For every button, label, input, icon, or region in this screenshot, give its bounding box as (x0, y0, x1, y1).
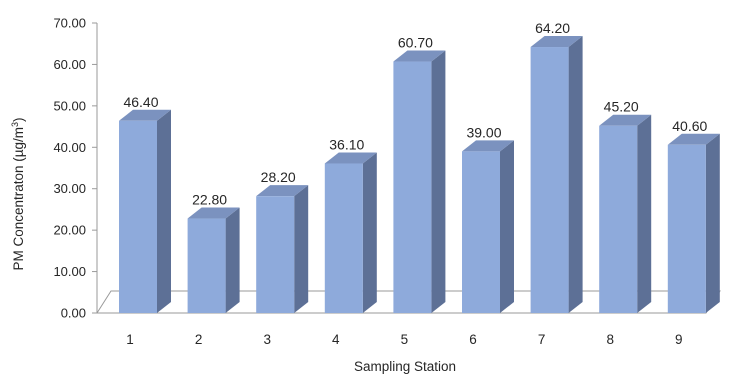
bar-top-face (187, 207, 240, 219)
bar-side-face (294, 185, 309, 313)
bar-side-face (637, 114, 652, 313)
y-tick-label: 0.00 (61, 306, 86, 321)
bar-top-face (393, 50, 446, 62)
bar-front-face (119, 120, 157, 314)
bar (599, 114, 652, 313)
bar-front-face (667, 144, 706, 313)
y-axis-title-main: PM Concentraton (µg/m (11, 127, 26, 271)
bar-side-face (568, 36, 583, 314)
x-tick-labels: 1 2 3 4 5 6 7 8 9 (126, 332, 682, 347)
bar-front-face (256, 196, 295, 313)
x-tick-label: 7 (538, 332, 546, 347)
x-tick-label: 6 (469, 332, 477, 347)
floor-plane (96, 290, 721, 314)
data-label: 22.80 (192, 192, 227, 208)
data-label: 28.20 (261, 169, 296, 185)
data-labels: 46.40 22.80 28.20 36.10 60.70 39.00 64.20 45.20… (123, 20, 707, 208)
bar-top-face (667, 133, 720, 145)
data-label: 45.20 (604, 99, 639, 115)
bar-top-face (119, 109, 171, 121)
bar (462, 140, 514, 313)
y-tick-labels: 0.00 10.00 20.00 30.00 40.00 50.00 60.00 70.00 (53, 16, 86, 321)
data-label: 64.20 (535, 20, 570, 36)
y-tick-label: 60.00 (53, 57, 86, 72)
data-label: 36.10 (329, 136, 364, 152)
bar (119, 109, 171, 314)
bar-front-face (324, 163, 363, 313)
x-tick-label: 4 (332, 332, 340, 347)
bar-top-face (462, 140, 514, 152)
bar-front-face (599, 125, 638, 313)
bar-front-face (530, 47, 569, 314)
bar-side-face (157, 109, 171, 314)
y-tick-label: 20.00 (53, 223, 86, 238)
y-tick-label: 50.00 (53, 98, 86, 113)
bar-side-face (500, 140, 514, 313)
bar-top-face (256, 185, 309, 197)
bar-top-face (599, 114, 652, 126)
data-label: 46.40 (123, 94, 158, 110)
x-tick-label: 5 (401, 332, 409, 347)
bar-top-face (530, 36, 583, 48)
y-tick-label: 40.00 (53, 140, 86, 155)
data-label: 39.00 (466, 124, 501, 140)
bar-side-face (362, 152, 377, 313)
y-axis-title: PM Concentraton (µg/m3) (10, 117, 26, 270)
y-tick-label: 10.00 (53, 264, 86, 279)
bar-side-face (705, 133, 720, 313)
axes (92, 22, 721, 314)
bar-front-face (462, 151, 500, 313)
data-label: 40.60 (672, 118, 707, 134)
bar-front-face (187, 218, 226, 313)
y-tick-label: 70.00 (53, 16, 86, 31)
bar (187, 207, 240, 313)
bar (256, 185, 309, 313)
bar (667, 133, 720, 313)
x-tick-label: 1 (126, 332, 134, 347)
bar (530, 36, 583, 314)
bar-side-face (431, 50, 446, 314)
x-tick-label: 9 (675, 332, 683, 347)
x-tick-label: 3 (263, 332, 271, 347)
data-label: 60.70 (398, 35, 433, 51)
y-axis-title-close: ) (11, 117, 26, 122)
y-axis-title-superscript: 3 (10, 122, 20, 127)
bar (393, 50, 446, 314)
bar-top-face (324, 152, 377, 164)
y-tick-label: 30.00 (53, 181, 86, 196)
x-tick-label: 8 (606, 332, 614, 347)
bars (119, 36, 720, 314)
x-axis-title: Sampling Station (354, 359, 456, 374)
bar (324, 152, 377, 313)
x-tick-label: 2 (195, 332, 203, 347)
bar-front-face (393, 61, 432, 314)
bar-side-face (225, 207, 240, 313)
